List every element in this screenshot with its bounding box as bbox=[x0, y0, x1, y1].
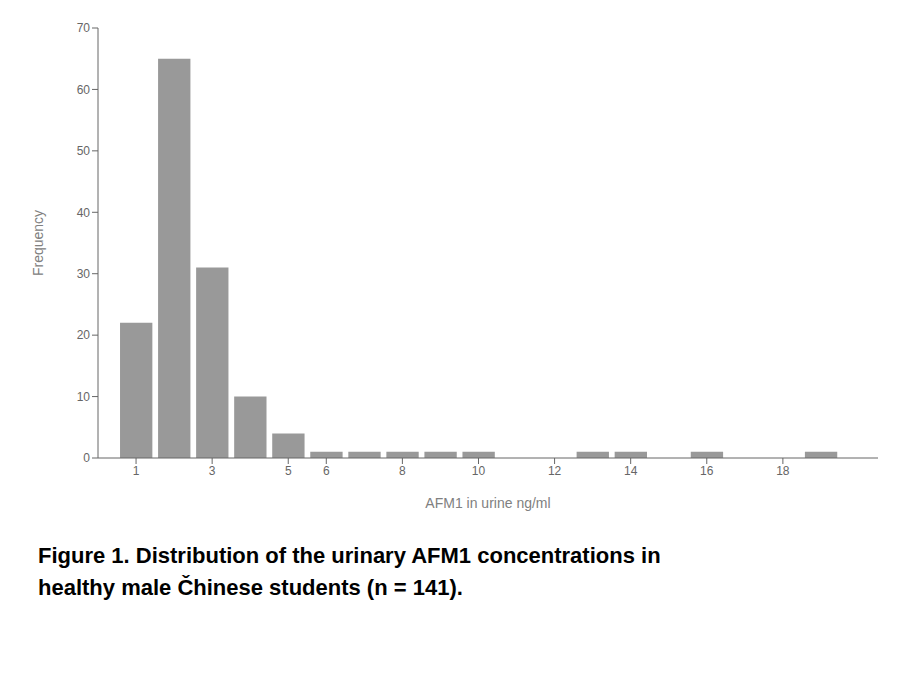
svg-text:0: 0 bbox=[83, 451, 90, 465]
html-text:Figure 1. Distribution of the: Figure 1. Distribution of the urinary AF… bbox=[38, 543, 661, 568]
svg-text:14: 14 bbox=[624, 464, 638, 478]
svg-text:20: 20 bbox=[77, 328, 91, 342]
svg-text:6: 6 bbox=[323, 464, 330, 478]
html-text:healthy male Čhinese students: healthy male Čhinese students (n = 141). bbox=[38, 575, 463, 600]
svg-text:3: 3 bbox=[209, 464, 216, 478]
svg-text:10: 10 bbox=[472, 464, 486, 478]
svg-text:16: 16 bbox=[700, 464, 714, 478]
svg-text:30: 30 bbox=[77, 267, 91, 281]
svg-text:5: 5 bbox=[285, 464, 292, 478]
svg-text:60: 60 bbox=[77, 83, 91, 97]
svg-text:10: 10 bbox=[77, 390, 91, 404]
svg-text:70: 70 bbox=[77, 21, 91, 35]
svg-text:12: 12 bbox=[548, 464, 562, 478]
svg-text:18: 18 bbox=[776, 464, 790, 478]
svg-text:AFM1 in urine ng/ml: AFM1 in urine ng/ml bbox=[425, 495, 550, 511]
svg-text:40: 40 bbox=[77, 206, 91, 220]
svg-text:Frequency: Frequency bbox=[30, 210, 46, 276]
svg-text:1: 1 bbox=[133, 464, 140, 478]
svg-text:8: 8 bbox=[399, 464, 406, 478]
svg-text:50: 50 bbox=[77, 144, 91, 158]
